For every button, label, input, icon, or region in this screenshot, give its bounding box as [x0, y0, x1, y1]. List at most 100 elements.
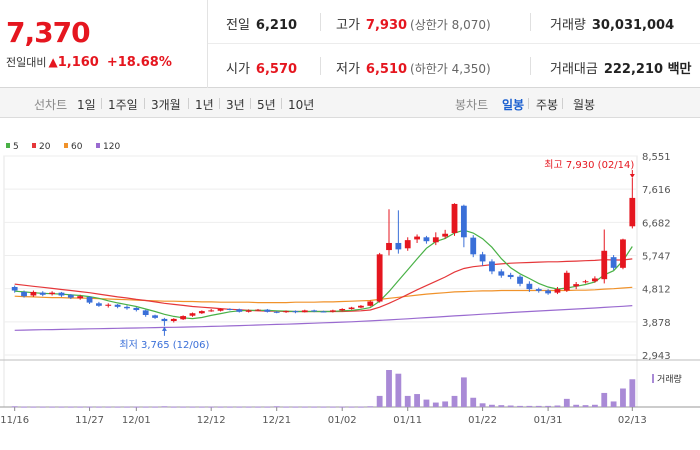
x-tick-label: 12/01: [122, 415, 151, 426]
volume-bar: [489, 404, 495, 407]
candle-body: [86, 296, 93, 303]
candle-body: [451, 203, 458, 234]
volume-bar: [208, 406, 215, 408]
volume-bar: [348, 406, 355, 408]
stat-grid: 전일 6,210 고가 7,930 (상한가 8,070) 거래량 30,031,004…: [208, 0, 700, 88]
monthly-candle-button[interactable]: 월봉: [573, 98, 596, 112]
volume-bar: [358, 406, 364, 408]
volume-bar: [11, 406, 18, 408]
volume-bar: [451, 395, 458, 407]
volume-bar: [479, 403, 486, 407]
legend-label-ma120: 120: [103, 142, 120, 152]
range-1w-button[interactable]: 1주일: [108, 98, 138, 112]
candle-body: [442, 233, 449, 237]
volume-bar: [273, 406, 280, 408]
volume-legend-swatch: [652, 374, 654, 383]
legend-swatch-ma5: [6, 143, 10, 148]
volume-bar: [292, 406, 299, 408]
candle-body: [339, 308, 346, 311]
price-summary: 7,370 전일대비 ▲1,160 +18.68%: [0, 0, 208, 88]
candle-body: [30, 291, 37, 296]
volume-bar: [39, 406, 46, 408]
volume-bar: [283, 406, 289, 408]
volume-bar: [507, 405, 514, 407]
volume-bar: [152, 406, 158, 408]
volume-bar: [217, 406, 224, 408]
candle-body: [320, 311, 327, 313]
x-tick-label: 01/31: [534, 415, 563, 426]
volume-legend-label: 거래량: [657, 373, 682, 385]
y-tick-label: 6,682: [642, 218, 671, 229]
candle-body: [11, 286, 18, 291]
volume-bar: [395, 373, 402, 407]
volume-bar: [470, 397, 477, 407]
candle-body: [348, 307, 355, 309]
low-annotation: 최저 3,765 (12/06): [119, 339, 209, 351]
candle-body: [629, 197, 636, 227]
volume-bar: [414, 394, 420, 407]
candle-body: [535, 289, 542, 291]
volume-bar: [67, 406, 74, 408]
volume-bar: [629, 379, 636, 407]
stat-low: 저가 6,510 (하한가 4,350): [336, 62, 491, 77]
range-1d-button[interactable]: 1일: [77, 98, 96, 112]
volume-bar: [591, 404, 598, 407]
candle-body: [601, 250, 608, 280]
volume-bar: [620, 388, 626, 407]
volume-bar: [460, 377, 467, 407]
candle-body: [460, 205, 467, 238]
volume-bar: [49, 406, 56, 408]
legend-swatch-ma120: [96, 143, 100, 148]
candle-body: [610, 257, 617, 268]
volume-bar: [339, 406, 346, 408]
volume-bar: [535, 405, 542, 407]
stat-open: 시가 6,570: [226, 62, 298, 77]
volume-bar: [329, 406, 336, 408]
change-label: 전일대비: [6, 56, 47, 69]
volume-bar: [582, 405, 589, 407]
volume-bar: [255, 406, 261, 408]
volume-bar: [105, 406, 112, 408]
candle-body: [423, 237, 430, 242]
candle-body: [189, 313, 196, 316]
candle-body: [329, 310, 336, 312]
plot-frame: [3, 155, 638, 408]
range-5y-button[interactable]: 5년: [257, 98, 276, 112]
volume-bar: [170, 406, 177, 408]
candle-body: [198, 311, 205, 314]
volume-bar: [601, 392, 608, 407]
weekly-candle-button[interactable]: 주봉: [536, 98, 559, 112]
volume-bar: [180, 406, 187, 408]
change-value: 1,160: [57, 55, 99, 70]
volume-bar: [301, 406, 308, 408]
quote-header: 7,370 전일대비 ▲1,160 +18.68% 전일 6,210 고가 7,930(…: [0, 0, 700, 88]
candle-body: [545, 290, 551, 294]
volume-bar: [264, 406, 271, 408]
candle-body: [236, 309, 243, 312]
candle-body: [105, 304, 112, 306]
volume-bar: [133, 406, 140, 408]
candle-body: [180, 316, 187, 320]
x-tick-label: 01/22: [468, 415, 497, 426]
candle-body: [292, 311, 299, 313]
range-3m-button[interactable]: 3개월: [151, 98, 181, 112]
candle-body: [489, 261, 495, 272]
daily-candle-button[interactable]: 일봉: [502, 98, 525, 112]
candle-body: [142, 310, 149, 316]
y-tick-label: 7,616: [642, 185, 671, 196]
candle-body: [170, 318, 177, 322]
stat-row-1: 전일 6,210 고가 7,930 (상한가 8,070) 거래량 30,031,004: [208, 0, 700, 44]
up-arrow-icon: ▲: [48, 55, 58, 69]
candle-body: [124, 306, 130, 309]
range-10y-button[interactable]: 10년: [288, 98, 315, 112]
stat-prev-close: 전일 6,210: [226, 18, 298, 33]
low-arrowhead-icon: [161, 326, 167, 331]
candle-body: [470, 237, 477, 255]
range-3y-button[interactable]: 3년: [226, 98, 245, 112]
volume-bar: [442, 401, 449, 407]
line-chart-label: 선차트: [34, 98, 68, 112]
volume-bar: [367, 406, 374, 408]
candle-body: [395, 242, 402, 250]
range-1y-button[interactable]: 1년: [195, 98, 214, 112]
candle-body: [367, 301, 374, 306]
